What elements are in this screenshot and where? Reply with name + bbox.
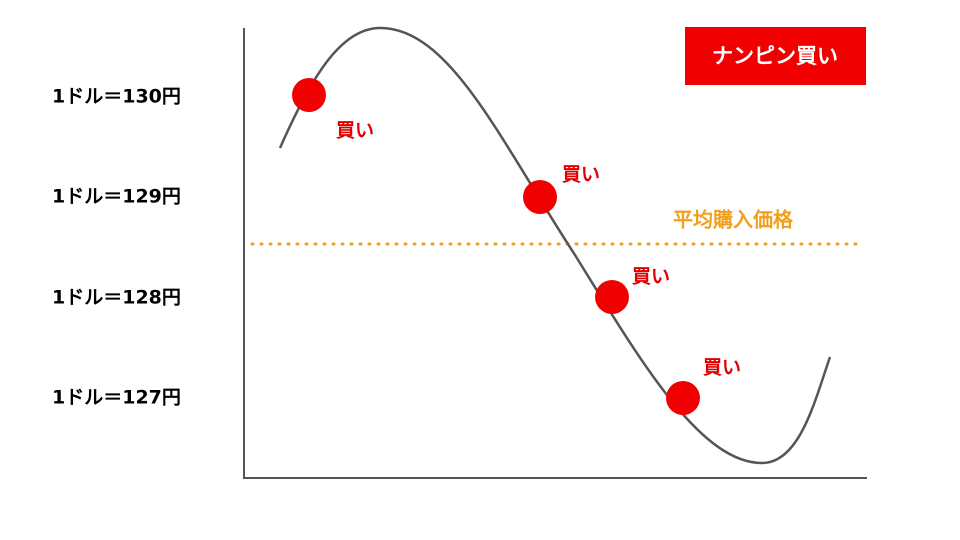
y-label: 1ドル＝129円 [52, 186, 181, 208]
buy-label: 買い [703, 357, 741, 379]
buy-point [523, 180, 557, 214]
y-label: 1ドル＝128円 [52, 287, 181, 309]
buy-label: 買い [632, 266, 670, 288]
price-curve [278, 26, 832, 465]
buy-point [666, 381, 700, 415]
buy-label: 買い [562, 164, 600, 186]
badge [685, 27, 866, 85]
buy-label: 買い [336, 120, 374, 142]
average-label: 平均購入価格 [673, 208, 794, 232]
buy-point [595, 280, 629, 314]
y-label: 1ドル＝127円 [52, 387, 181, 409]
buy-point [292, 78, 326, 112]
y-label: 1ドル＝130円 [52, 86, 181, 108]
badge-text: ナンピン買い [712, 44, 838, 68]
